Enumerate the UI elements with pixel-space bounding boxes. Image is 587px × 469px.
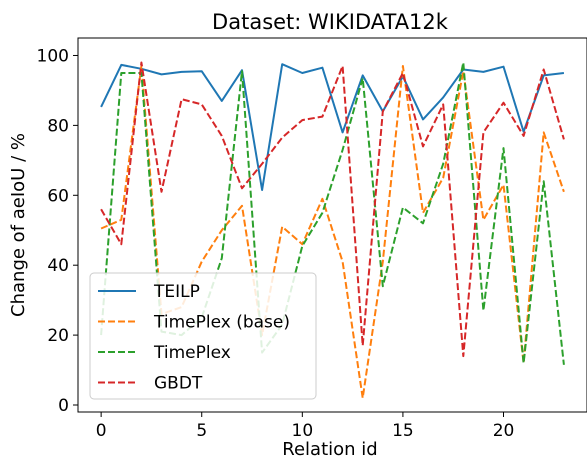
- x-axis-label: Relation id: [282, 439, 377, 460]
- x-tick-label: 15: [392, 421, 414, 441]
- series-line-teilp: [100, 63, 565, 191]
- y-tick-label: 80: [47, 116, 69, 136]
- y-tick-label: 100: [37, 46, 69, 66]
- legend-label: TimePlex (base): [153, 313, 290, 333]
- y-tick-label: 20: [47, 326, 69, 346]
- legend-box: [89, 272, 317, 400]
- plot-frame: [77, 37, 587, 413]
- y-tick-label: 60: [47, 186, 69, 206]
- x-tick-label: 0: [96, 421, 107, 441]
- legend-label: TEILP: [153, 282, 200, 302]
- x-tick-label: 10: [292, 421, 314, 441]
- y-tick-label: 0: [58, 396, 69, 416]
- legend: TEILP TimePlex (base) TimePlex GBDT: [89, 272, 317, 400]
- series-line-timeplex: [100, 61, 565, 365]
- legend-items: TEILP TimePlex (base) TimePlex GBDT: [98, 282, 290, 394]
- legend-label: TimePlex: [153, 343, 231, 363]
- chart-title: Dataset: WIKIDATA12k: [212, 10, 449, 34]
- x-tick-label: 20: [493, 421, 515, 441]
- x-tick-label: 5: [196, 421, 207, 441]
- x-axis-ticks: 0 5 10 15 20: [96, 412, 515, 441]
- y-tick-label: 40: [47, 256, 69, 276]
- series-line-gbdt: [100, 61, 565, 358]
- y-axis-label: Change of aeIoU / %: [8, 133, 29, 317]
- legend-label: GBDT: [154, 374, 203, 394]
- y-axis-ticks: 0 20 40 60 80 100: [37, 46, 78, 416]
